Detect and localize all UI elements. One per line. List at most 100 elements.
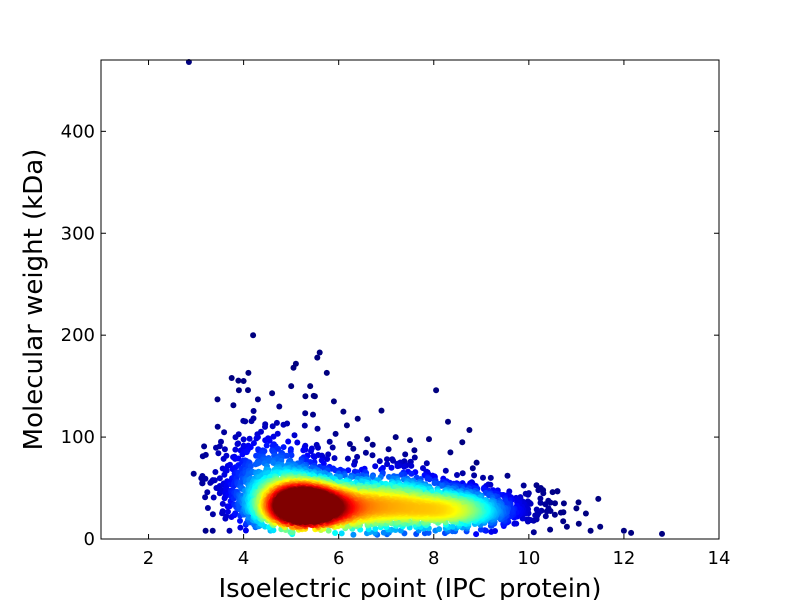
data-point (230, 402, 237, 409)
data-point (471, 472, 478, 479)
data-point (426, 476, 433, 483)
data-point (280, 444, 287, 451)
data-point (532, 512, 539, 519)
data-point (190, 470, 197, 477)
data-point (436, 526, 443, 533)
data-point (522, 490, 529, 497)
data-point (557, 509, 564, 516)
data-point (408, 462, 415, 469)
data-point (311, 454, 318, 461)
data-point (542, 513, 549, 520)
data-point (533, 482, 540, 489)
data-point (204, 505, 211, 511)
data-point (362, 449, 369, 456)
data-point (202, 494, 209, 501)
data-point (262, 423, 268, 430)
data-point (320, 460, 327, 467)
data-point (325, 527, 332, 534)
data-point (560, 500, 567, 507)
data-point (364, 436, 371, 443)
data-point (537, 499, 544, 506)
data-point (480, 474, 486, 481)
data-point (280, 421, 287, 428)
data-point (326, 438, 333, 445)
data-point (388, 464, 395, 471)
data-point (376, 458, 383, 465)
data-point (285, 438, 292, 445)
data-point (554, 488, 561, 495)
data-point (302, 393, 309, 400)
data-point (442, 467, 449, 474)
data-point (221, 446, 228, 453)
data-point (372, 525, 379, 532)
data-point (223, 467, 230, 474)
data-point (351, 461, 358, 468)
data-point (426, 436, 432, 443)
data-point (228, 375, 235, 381)
data-point (308, 448, 314, 455)
data-point (250, 440, 257, 447)
data-point (504, 472, 511, 479)
data-point (210, 494, 217, 501)
data-point (454, 472, 460, 478)
data-point (214, 396, 221, 403)
data-point (288, 452, 295, 459)
data-point (235, 455, 242, 462)
data-point (445, 418, 451, 425)
data-point (216, 443, 223, 450)
data-point (262, 437, 269, 444)
data-point (459, 470, 466, 477)
data-point (563, 523, 570, 530)
data-point (202, 475, 209, 482)
data-point (628, 529, 635, 536)
data-point (350, 445, 357, 452)
data-point (225, 508, 231, 515)
data-point (273, 419, 280, 426)
data-point (218, 438, 224, 445)
data-point (540, 490, 547, 497)
data-point (488, 528, 495, 535)
data-point (247, 463, 254, 470)
data-point (338, 530, 345, 537)
data-point (535, 487, 542, 494)
data-point (385, 446, 392, 453)
data-point (301, 422, 308, 429)
data-point (331, 455, 338, 462)
data-point (469, 465, 476, 472)
data-point (270, 527, 277, 534)
data-point (263, 442, 270, 449)
data-point (459, 439, 466, 446)
data-point (235, 377, 242, 384)
data-point (242, 527, 249, 534)
data-point (329, 444, 336, 451)
data-point (237, 517, 243, 524)
data-point (597, 523, 604, 530)
data-point (573, 505, 580, 512)
data-point (245, 387, 251, 394)
data-point (245, 369, 252, 376)
data-point (215, 450, 222, 457)
data-point (587, 527, 594, 534)
data-point (214, 423, 221, 430)
data-point (270, 460, 277, 466)
data-point (270, 433, 277, 440)
data-point (201, 443, 208, 450)
data-point (223, 513, 230, 520)
data-point (209, 511, 216, 518)
data-point (369, 441, 376, 448)
data-point (209, 527, 216, 534)
data-point (221, 429, 228, 436)
data-point (289, 529, 296, 536)
data-point (425, 529, 432, 536)
data-point (547, 526, 554, 533)
data-point (310, 411, 316, 418)
data-point (477, 526, 484, 533)
data-point (202, 527, 209, 534)
data-point (369, 474, 376, 480)
data-point (582, 510, 589, 517)
data-point (407, 437, 413, 444)
data-point (354, 415, 361, 422)
data-point (250, 332, 257, 339)
data-point (232, 434, 239, 441)
